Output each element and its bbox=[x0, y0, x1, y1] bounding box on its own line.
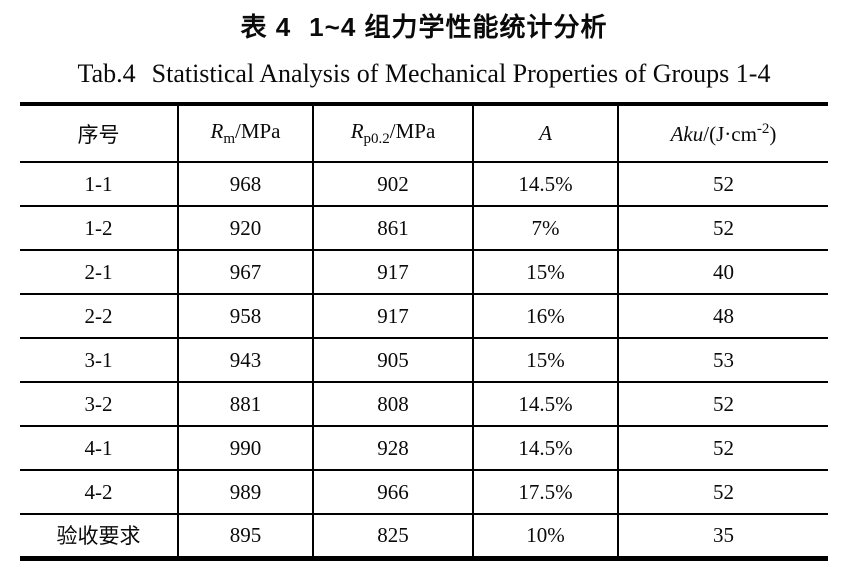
table-caption-en: Tab.4 Statistical Analysis of Mechanical … bbox=[0, 57, 848, 91]
table-caption-zh: 表 4 1~4 组力学性能统计分析 bbox=[0, 0, 848, 44]
cell-rm: 943 bbox=[177, 337, 314, 383]
header-aku-unit-close: ) bbox=[769, 121, 777, 146]
cell-rp02: 861 bbox=[312, 205, 474, 251]
cell-rp02: 808 bbox=[312, 381, 474, 427]
cell-aku: 48 bbox=[617, 293, 828, 339]
header-row: 序号 Rm/MPa Rp0.2/MPa A Aku/(J·cm-2) bbox=[20, 103, 828, 163]
cell-rm: 958 bbox=[177, 293, 314, 339]
header-rp02-unit: /MPa bbox=[389, 118, 436, 143]
cell-rp02: 902 bbox=[312, 161, 474, 207]
cell-rp02: 917 bbox=[312, 293, 474, 339]
table-caption-zh-number: 表 4 bbox=[240, 12, 292, 42]
table-row: 3-2 881 808 14.5% 52 bbox=[20, 381, 828, 427]
header-id-label: 序号 bbox=[77, 122, 120, 147]
cell-a: 14.5% bbox=[472, 381, 619, 427]
header-rm-subscript: m bbox=[223, 131, 235, 148]
cell-a: 14.5% bbox=[472, 425, 619, 471]
cell-id: 验收要求 bbox=[20, 513, 179, 559]
header-rm-unit: /MPa bbox=[234, 118, 281, 143]
cell-rm: 989 bbox=[177, 469, 314, 515]
table-row: 4-1 990 928 14.5% 52 bbox=[20, 425, 828, 471]
cell-a: 7% bbox=[472, 205, 619, 251]
cell-id: 3-1 bbox=[20, 337, 179, 383]
cell-rp02: 928 bbox=[312, 425, 474, 471]
table-row-acceptance: 验收要求 895 825 10% 35 bbox=[20, 513, 828, 559]
header-cell-aku: Aku/(J·cm-2) bbox=[617, 103, 828, 163]
cell-a: 15% bbox=[472, 249, 619, 295]
cell-aku: 52 bbox=[617, 381, 828, 427]
cell-id: 1-1 bbox=[20, 161, 179, 207]
cell-a: 15% bbox=[472, 337, 619, 383]
cell-aku: 35 bbox=[617, 513, 828, 559]
table-row: 2-1 967 917 15% 40 bbox=[20, 249, 828, 295]
header-aku-superscript: -2 bbox=[756, 120, 770, 137]
table-caption-zh-text: 1~4 组力学性能统计分析 bbox=[309, 12, 608, 42]
cell-rm: 967 bbox=[177, 249, 314, 295]
table-row: 3-1 943 905 15% 53 bbox=[20, 337, 828, 383]
cell-id: 4-2 bbox=[20, 469, 179, 515]
cell-id: 4-1 bbox=[20, 425, 179, 471]
cell-aku: 53 bbox=[617, 337, 828, 383]
header-cell-rm: Rm/MPa bbox=[177, 103, 314, 163]
cell-rm: 990 bbox=[177, 425, 314, 471]
cell-a: 16% bbox=[472, 293, 619, 339]
cell-aku: 40 bbox=[617, 249, 828, 295]
cell-a: 10% bbox=[472, 513, 619, 559]
cell-rp02: 917 bbox=[312, 249, 474, 295]
table-caption-en-text: Statistical Analysis of Mechanical Prope… bbox=[151, 59, 771, 88]
header-rm-symbol: R bbox=[210, 118, 224, 143]
cell-a: 14.5% bbox=[472, 161, 619, 207]
table-row: 1-1 968 902 14.5% 52 bbox=[20, 161, 828, 207]
cell-rp02: 966 bbox=[312, 469, 474, 515]
cell-rp02: 905 bbox=[312, 337, 474, 383]
cell-id: 1-2 bbox=[20, 205, 179, 251]
header-aku-symbol: Aku bbox=[670, 121, 704, 146]
cell-aku: 52 bbox=[617, 205, 828, 251]
cell-rm: 968 bbox=[177, 161, 314, 207]
mechanical-properties-table: 序号 Rm/MPa Rp0.2/MPa A Aku/(J·cm-2) 1-1 bbox=[20, 102, 828, 561]
header-rp02-subscript: p0.2 bbox=[363, 131, 390, 148]
cell-rp02: 825 bbox=[312, 513, 474, 559]
cell-id: 3-2 bbox=[20, 381, 179, 427]
header-aku-unit-open: /(J·cm bbox=[703, 121, 757, 146]
cell-rm: 895 bbox=[177, 513, 314, 559]
table-caption-en-number: Tab.4 bbox=[77, 59, 136, 88]
table-header: 序号 Rm/MPa Rp0.2/MPa A Aku/(J·cm-2) bbox=[20, 103, 828, 163]
cell-id: 2-1 bbox=[20, 249, 179, 295]
header-cell-rp02: Rp0.2/MPa bbox=[312, 103, 474, 163]
cell-aku: 52 bbox=[617, 161, 828, 207]
header-cell-a: A bbox=[472, 103, 619, 163]
cell-id: 2-2 bbox=[20, 293, 179, 339]
cell-aku: 52 bbox=[617, 425, 828, 471]
table-row: 4-2 989 966 17.5% 52 bbox=[20, 469, 828, 515]
cell-aku: 52 bbox=[617, 469, 828, 515]
header-a-symbol: A bbox=[539, 121, 552, 145]
cell-rm: 881 bbox=[177, 381, 314, 427]
header-rp02-symbol: R bbox=[350, 118, 364, 143]
table-body: 1-1 968 902 14.5% 52 1-2 920 861 7% 52 2… bbox=[20, 161, 828, 559]
header-cell-id: 序号 bbox=[20, 103, 179, 163]
table-row: 2-2 958 917 16% 48 bbox=[20, 293, 828, 339]
cell-rm: 920 bbox=[177, 205, 314, 251]
table-row: 1-2 920 861 7% 52 bbox=[20, 205, 828, 251]
cell-a: 17.5% bbox=[472, 469, 619, 515]
